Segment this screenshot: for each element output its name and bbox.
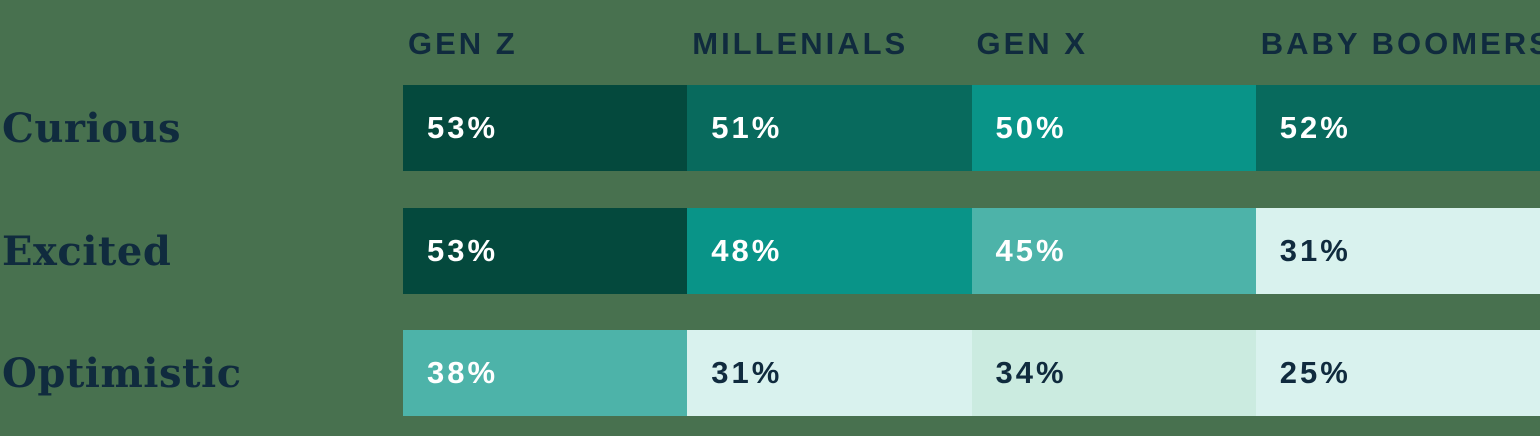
heatmap-cell-curious-baby-boomers: 52% [1255,85,1540,171]
heatmap-cell-curious-millenials: 51% [687,85,972,171]
heatmap-cell-optimistic-gen-x: 34% [971,330,1256,416]
heatmap-cell-excited-gen-z: 53% [403,208,688,294]
generation-sentiment-heatmap: GEN Z MILLENIALS GEN X BABY BOOMERS Curi… [0,0,1540,416]
heatmap-cell-curious-gen-x: 50% [971,85,1256,171]
header-corner-spacer [0,0,403,85]
column-header-millenials: MILLENIALS [692,26,909,61]
column-header-gen-x: GEN X [976,26,1088,61]
heatmap-cell-optimistic-baby-boomers: 25% [1255,330,1540,416]
row-label-excited: Excited [2,227,172,275]
heatmap-cell-excited-baby-boomers: 31% [1255,208,1540,294]
row-label-optimistic: Optimistic [2,349,242,397]
heatmap-cell-curious-gen-z: 53% [403,85,688,171]
heatmap-cell-excited-millenials: 48% [687,208,972,294]
heatmap-cell-optimistic-millenials: 31% [687,330,972,416]
row-gap [0,171,1540,208]
heatmap-cell-excited-gen-x: 45% [971,208,1256,294]
column-header-gen-z: GEN Z [408,26,518,61]
heatmap-cell-optimistic-gen-z: 38% [403,330,688,416]
column-header-baby-boomers: BABY BOOMERS [1260,26,1540,61]
row-gap [0,294,1540,330]
row-label-curious: Curious [2,104,181,152]
